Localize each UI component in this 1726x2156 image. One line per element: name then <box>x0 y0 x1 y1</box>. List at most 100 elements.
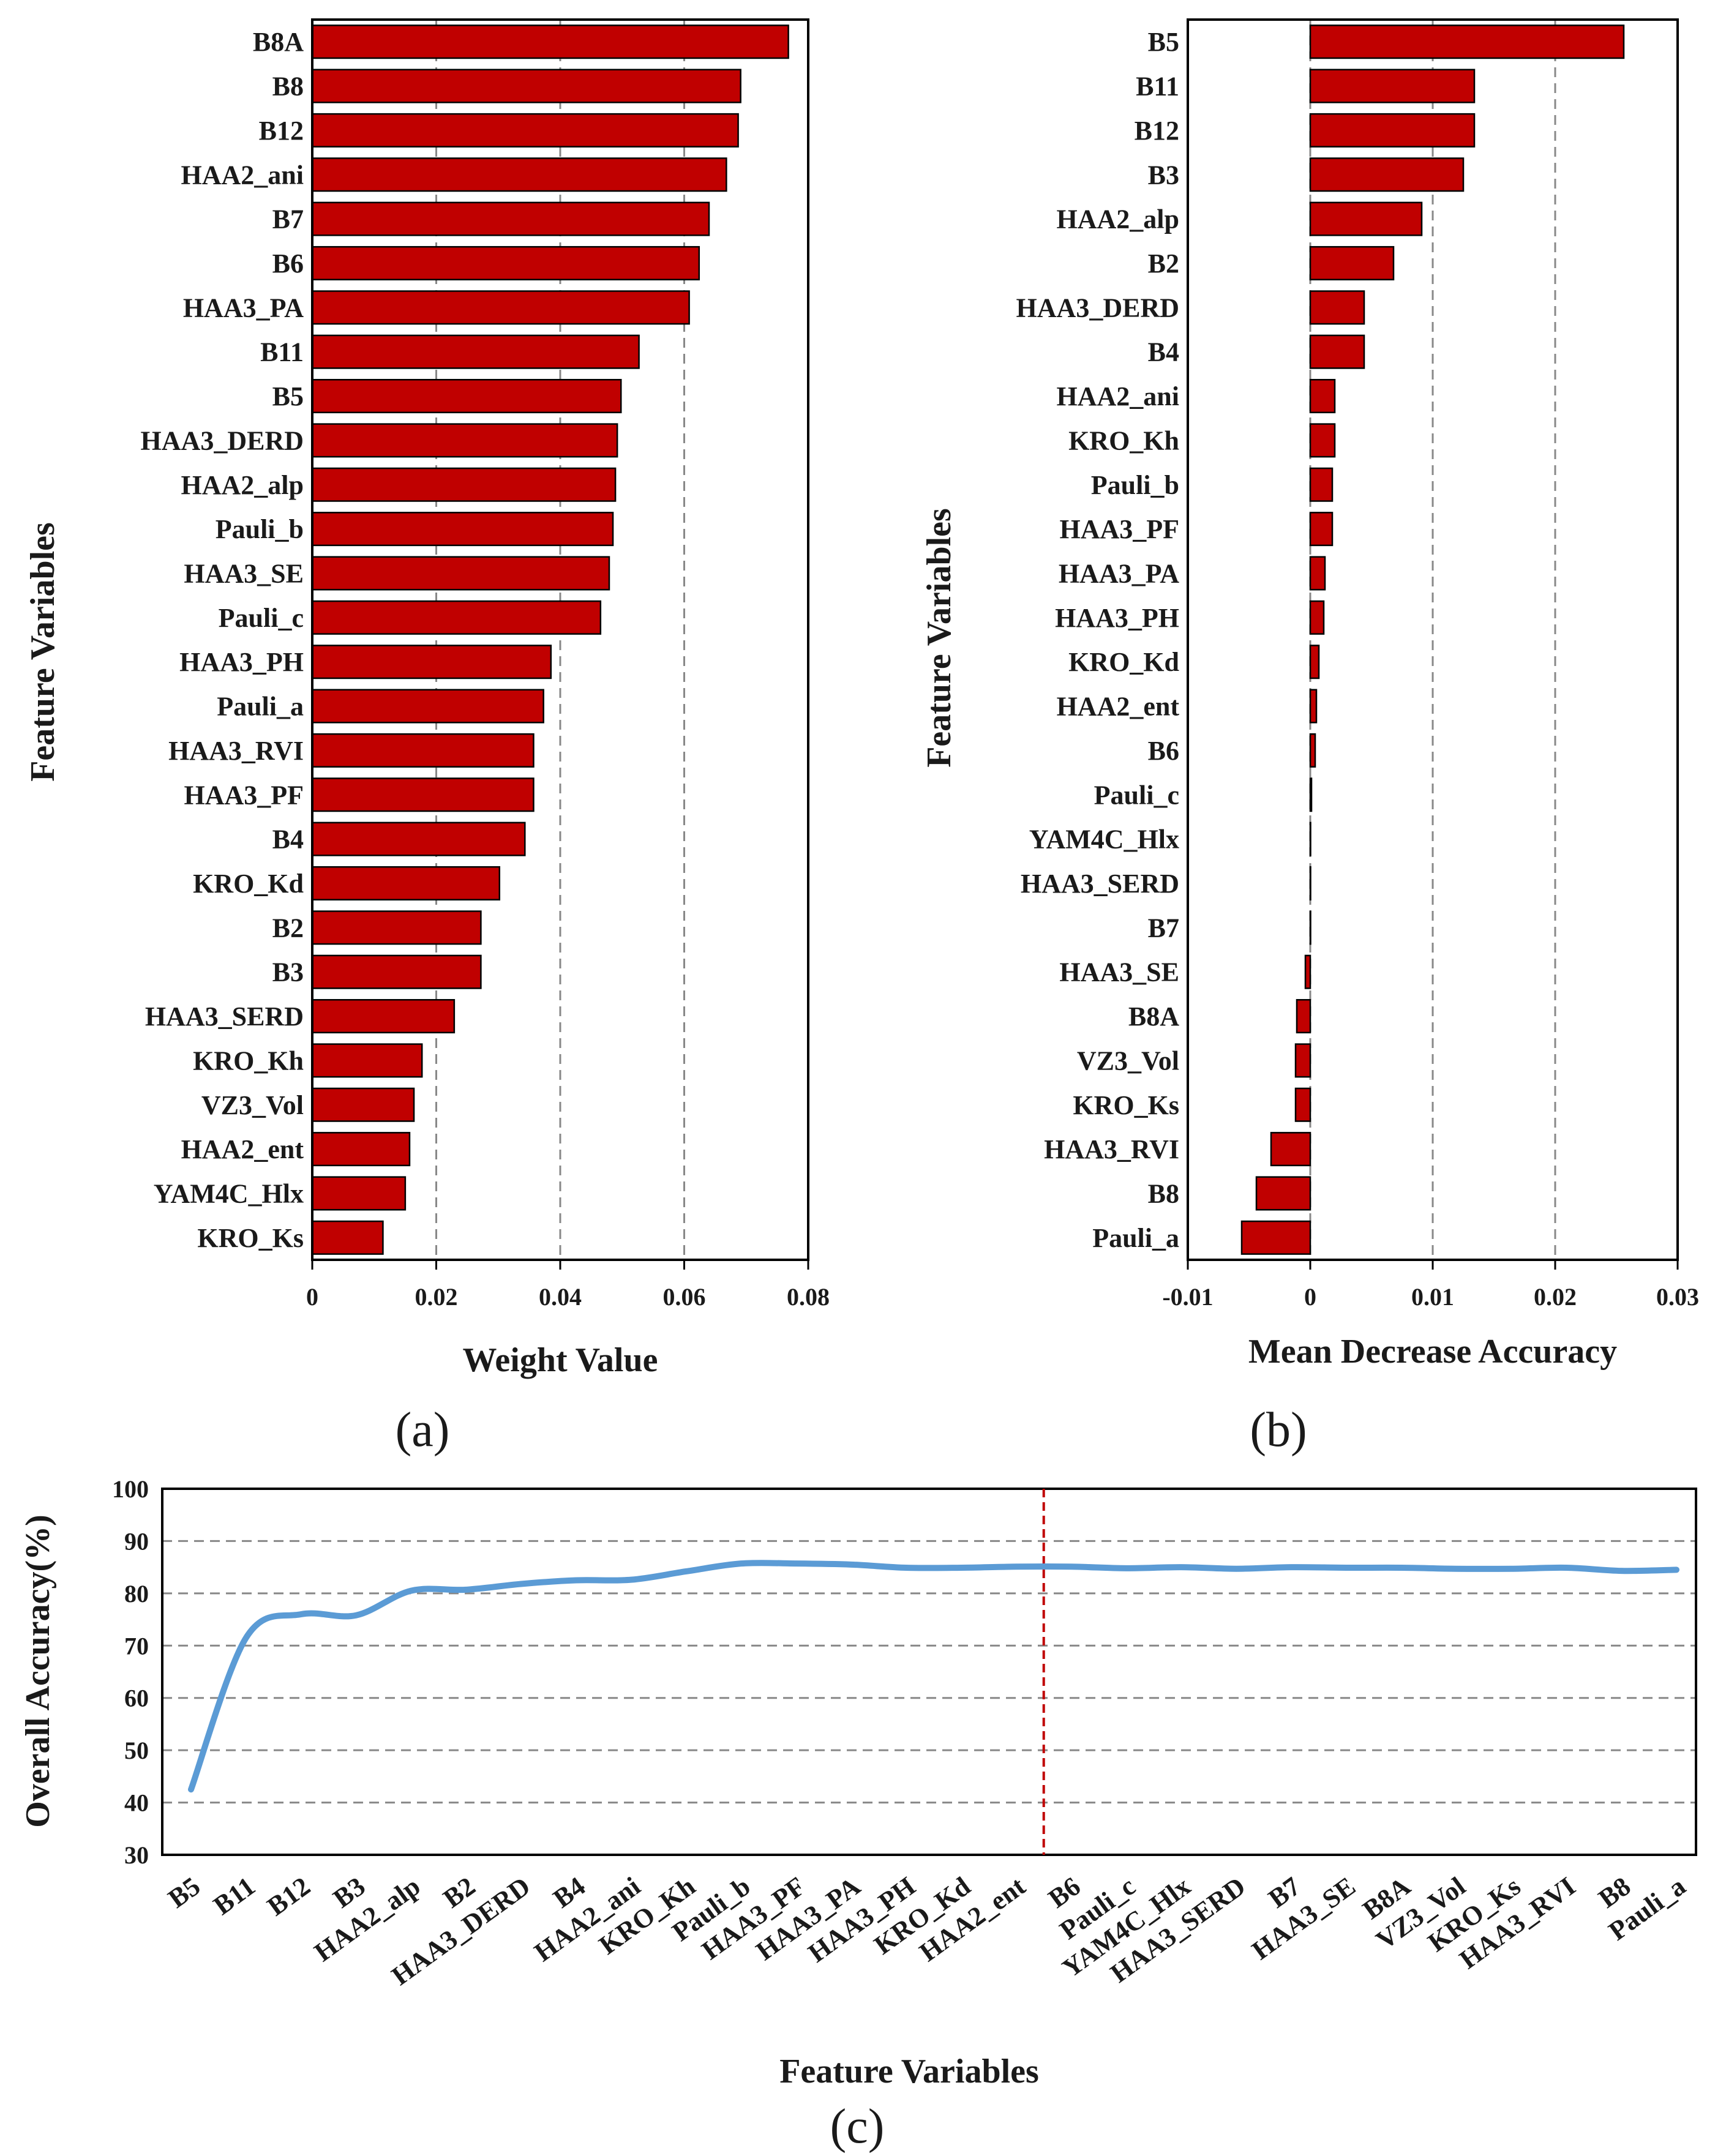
a-x-tick-label: 0.08 <box>787 1283 830 1311</box>
b-category-label: VZ3_Vol <box>1077 1046 1179 1076</box>
b-bar-vz3-vol <box>1294 1043 1311 1078</box>
a-bar-pauli-c <box>311 600 602 635</box>
b-bar-b11 <box>1309 69 1476 103</box>
a-bar-b7 <box>311 201 710 236</box>
b-bar-haa2-ani <box>1309 379 1336 414</box>
c-y-tick-label: 40 <box>124 1789 149 1817</box>
c-point-haa2-ent <box>1015 1566 1017 1568</box>
b-bar-pauli-c <box>1309 777 1313 812</box>
c-y-tick-label: 80 <box>124 1580 149 1608</box>
a-bar-haa3-rvi <box>311 733 535 768</box>
b-bar-b5 <box>1309 24 1625 59</box>
a-bar-b2 <box>311 910 482 945</box>
panel-b-ylabel: Feature Variables <box>920 508 958 768</box>
b-category-label: B11 <box>1136 72 1179 102</box>
c-category-label: B12 <box>261 1871 315 1922</box>
b-category-label: B3 <box>1148 160 1179 190</box>
a-category-label: HAA3_PH <box>179 647 304 677</box>
a-bar-yam4c-hlx <box>311 1176 407 1211</box>
b-category-label: KRO_Kh <box>1068 425 1179 455</box>
c-point-b12 <box>300 1614 302 1615</box>
c-point-haa3-rvi <box>1566 1566 1567 1568</box>
b-category-label: HAA3_PF <box>1059 514 1179 544</box>
c-point-yam4c-hlx <box>1180 1566 1182 1568</box>
a-bar-b12 <box>311 113 739 148</box>
a-x-tick-label: 0.06 <box>663 1283 706 1311</box>
a-category-label: KRO_Kd <box>193 869 304 899</box>
b-bar-kro-kh <box>1309 423 1336 458</box>
a-bar-b3 <box>311 954 482 989</box>
c-point-pauli-a <box>1676 1569 1677 1571</box>
a-category-label: B5 <box>272 381 304 411</box>
a-bar-kro-ks <box>311 1220 384 1255</box>
b-category-label: HAA3_SERD <box>1021 869 1179 899</box>
b-category-label: B7 <box>1148 913 1179 943</box>
c-point-haa2-alp <box>410 1590 412 1592</box>
panel-a-ylabel: Feature Variables <box>24 522 62 782</box>
a-bar-kro-kd <box>311 866 501 900</box>
a-category-label: KRO_Ks <box>197 1223 304 1253</box>
c-point-b7 <box>1291 1566 1293 1568</box>
b-bar-haa2-alp <box>1309 201 1423 236</box>
c-y-tick-label: 100 <box>112 1475 149 1503</box>
a-bar-haa2-ani <box>311 157 727 192</box>
b-x-tick-label: 0.03 <box>1656 1283 1699 1311</box>
a-bar-pauli-b <box>311 512 614 547</box>
b-bar-haa2-ent <box>1309 689 1318 724</box>
b-bar-pauli-a <box>1240 1220 1311 1255</box>
panel-a-category-labels: B8A B8 B12 HAA2_ani B7 B6 HAA3_PA B11 B5 HAA3_DER… <box>141 27 304 1253</box>
a-category-label: B2 <box>272 913 304 943</box>
a-category-label: HAA2_ent <box>181 1134 304 1164</box>
b-category-label: HAA3_PH <box>1055 603 1179 633</box>
a-category-label: HAA3_PF <box>184 780 304 810</box>
panel-b-tick-labels: -0.01 0 0.01 0.02 0.03 <box>1162 1260 1699 1311</box>
a-bar-b8 <box>311 69 741 103</box>
panel-c-label: (c) <box>830 2100 885 2154</box>
bar-chart-weight-value: B8A B8 B12 HAA2_ani B7 B6 HAA3_PA B11 B5 HAA3_DER… <box>24 18 830 1457</box>
a-category-label: HAA3_RVI <box>168 736 304 766</box>
b-category-label: Pauli_c <box>1094 780 1179 810</box>
c-point-b3 <box>355 1614 357 1616</box>
b-category-label: B8 <box>1148 1178 1179 1208</box>
b-category-label: HAA2_ani <box>1057 381 1179 411</box>
panel-a-xlabel: Weight Value <box>463 1341 658 1379</box>
b-x-tick-label: 0.01 <box>1411 1283 1454 1311</box>
b-category-label: YAM4C_Hlx <box>1029 825 1179 855</box>
b-bar-haa3-serd <box>1309 866 1311 900</box>
panel-b-label: (b) <box>1250 1403 1307 1457</box>
panel-c-xlabel: Feature Variables <box>779 2053 1039 2090</box>
a-category-label: B8A <box>253 27 304 57</box>
c-point-kro-kh <box>685 1570 687 1572</box>
c-category-label: B5 <box>163 1871 206 1914</box>
b-category-label: Pauli_a <box>1092 1223 1179 1253</box>
b-bar-b8 <box>1255 1176 1311 1211</box>
c-y-tick-label: 70 <box>124 1632 149 1660</box>
a-category-label: Pauli_c <box>219 603 304 633</box>
b-category-label: HAA3_RVI <box>1044 1134 1179 1164</box>
panel-c-gridlines <box>162 1540 1696 1804</box>
b-category-label: HAA3_SE <box>1059 957 1179 987</box>
a-category-label: B11 <box>260 337 304 367</box>
bar-chart-mean-decrease-accuracy: B5 B11 B12 B3 HAA2_alp B2 HAA3_DERD B4 HAA2_ani K… <box>920 18 1699 1457</box>
b-category-label: B2 <box>1148 249 1179 279</box>
b-category-label: HAA3_DERD <box>1016 293 1179 323</box>
c-y-tick-label: 90 <box>124 1527 149 1555</box>
a-bar-b5 <box>311 379 622 414</box>
a-category-label: HAA3_SE <box>184 558 304 588</box>
b-category-label: B12 <box>1135 116 1179 146</box>
b-bar-b3 <box>1309 157 1465 192</box>
a-category-label: Pauli_a <box>217 692 304 722</box>
c-point-haa2-ani <box>630 1579 632 1581</box>
c-point-b5 <box>190 1789 192 1791</box>
b-bar-b2 <box>1309 245 1395 280</box>
a-category-label: HAA3_PA <box>183 293 304 323</box>
b-bar-haa3-pa <box>1309 556 1326 591</box>
c-point-haa3-serd <box>1236 1568 1237 1570</box>
c-y-tick-label: 30 <box>124 1841 149 1869</box>
a-category-label: B6 <box>272 249 304 279</box>
a-bar-b11 <box>311 334 640 369</box>
a-bar-haa3-derd <box>311 423 618 458</box>
c-point-b4 <box>575 1579 577 1581</box>
